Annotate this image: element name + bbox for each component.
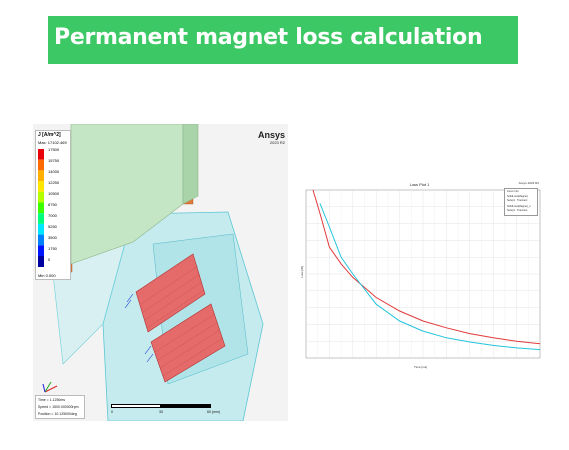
legend-min-label: Min (38, 273, 45, 278)
plot-legend: Curve Info SolidLoss(Magnet) Setup1 : Tr… (504, 188, 538, 216)
simulation-info-box: Time = 1.1250ms Speed = 1500.000000rpm P… (35, 395, 85, 419)
info-time: Time = 1.1250ms (38, 398, 66, 402)
legend-entry: Setup1 : Transient (507, 199, 528, 202)
legend-entry: SolidLoss(Magnet) (507, 195, 528, 198)
legend-tick: 7000 (48, 213, 57, 218)
info-position: Position = 10.125000deg (38, 412, 77, 416)
legend-tick: 1750 (48, 246, 57, 251)
legend-tick: 10500 (48, 191, 60, 196)
legend-entry: Setup1 : Transient (507, 209, 528, 212)
ansys-field-viewport[interactable]: Ansys 2023 R2 J [A/m^2] Max: 17102.469 1… (33, 124, 288, 421)
scale-bar: 0 30 60 (mm) (111, 404, 221, 418)
legend-tick: 17500 (48, 147, 60, 152)
slide-title: Permanent magnet loss calculation (54, 25, 483, 50)
magnet-lower (150, 303, 226, 383)
loss-plot[interactable]: Loss Plot 1 Ansys 2023 R2 Curve Info Sol… (294, 180, 545, 372)
series-line (319, 203, 541, 351)
legend-color-ramp (38, 149, 44, 267)
scale-label-left: 0 (111, 410, 113, 414)
legend-tick: 12250 (48, 180, 60, 185)
scale-label-right: 60 (mm) (207, 410, 221, 414)
magnet-model-render (52, 124, 264, 421)
series-line (312, 189, 541, 345)
legend-tick: 0 (48, 257, 51, 262)
legend-max: Max: 17102.469 (38, 140, 67, 145)
axis-triad-icon (42, 381, 58, 393)
legend-tick: 15750 (48, 158, 60, 163)
legend-min-value: 0.000 (45, 273, 56, 278)
legend-entry: Curve Info (507, 190, 519, 193)
scale-bar-segment-black (161, 404, 211, 408)
legend-tick: 5250 (48, 224, 57, 229)
title-banner: Permanent magnet loss calculation (48, 16, 518, 64)
plot-brand-tag: Ansys 2023 R2 (518, 181, 539, 185)
color-legend: J [A/m^2] Max: 17102.469 17500 15750 140… (35, 130, 71, 280)
plot-series (312, 189, 541, 351)
info-speed: Speed = 1500.000000rpm (38, 405, 79, 409)
legend-entry: SolidLoss(Magnet)_1 (507, 205, 531, 208)
x-axis-label: Time [ms] (414, 365, 428, 369)
legend-min: Min 0.000 (38, 273, 56, 278)
legend-tick: 14000 (48, 169, 60, 174)
legend-tick: 3500 (48, 235, 57, 240)
scale-bar-segment-white (111, 404, 161, 408)
magnet-upper (135, 253, 206, 333)
ansys-logo-text: Ansys (257, 130, 285, 140)
ansys-version: 2023 R2 (269, 140, 285, 145)
y-axis-label: Loss [W] (299, 266, 304, 278)
ansys-brand: Ansys 2023 R2 (258, 130, 285, 145)
legend-tick: 8750 (48, 202, 57, 207)
plot-grid (306, 190, 540, 358)
plot-title: Loss Plot 1 (409, 182, 430, 187)
loss-plot-canvas (305, 189, 541, 359)
legend-title: J [A/m^2] (38, 132, 61, 138)
scale-label-mid: 30 (159, 410, 163, 414)
